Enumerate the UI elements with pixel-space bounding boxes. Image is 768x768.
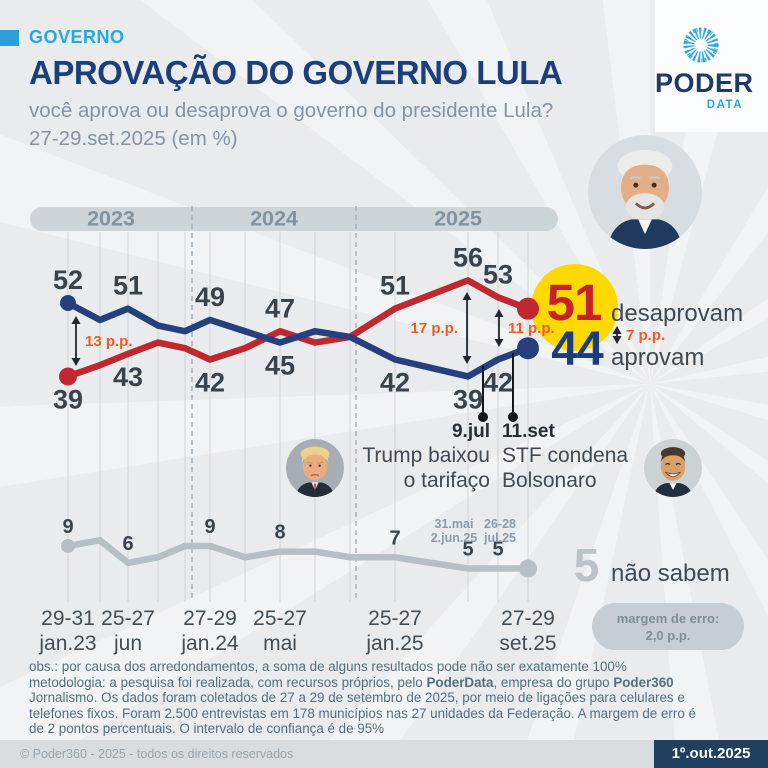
survey-date-range: 27-29.set.2025 (em %)	[29, 127, 238, 150]
highlight-circle	[531, 264, 618, 351]
disapprove-current-value: 51	[546, 274, 603, 331]
page-title: APROVAÇÃO DO GOVERNO LULA	[29, 54, 563, 91]
note-line: metodologia: a pesquisa foi realizada, c…	[29, 674, 674, 690]
event-stf-line1: STF condena	[502, 444, 629, 467]
brand-sub-label: DATA	[706, 99, 743, 111]
event-trump-date: 9.jul	[451, 421, 490, 442]
lula-photo	[588, 135, 702, 249]
methodology-notes: obs.: por causa dos arredondamentos, a s…	[29, 659, 745, 737]
survey-question: você aprova ou desaprova o governo do pr…	[29, 99, 554, 122]
approve-current-value: 44	[551, 323, 603, 376]
disapprove-label: desaprovam	[611, 300, 744, 327]
brand-name: PODER	[655, 68, 754, 98]
poder-starburst-icon	[678, 22, 724, 73]
event-stf-bolsonaro: 11.set STF condena Bolsonaro	[502, 421, 678, 493]
unknown-label: não sabem	[611, 560, 730, 587]
note-line: Jornalismo. Os dados foram coletados de …	[29, 690, 685, 706]
event-trump-tariff: 9.jul Trump baixou o tarifaço	[326, 421, 490, 493]
bolsonaro-photo	[644, 439, 702, 497]
margin-of-error-pill: margem de erro: 2,0 p.p.	[592, 603, 744, 650]
approve-label: aprovam	[611, 344, 705, 371]
event-stf-date: 11.set	[502, 421, 555, 442]
note-line: de 2 pontos percentuais. O intervalo de …	[29, 721, 385, 737]
event-stf-line2: Bolsonaro	[502, 469, 597, 492]
footer-bar: © Poder360 - 2025 - todos os direitos re…	[0, 740, 768, 768]
publish-date-badge: 1º.out.2025	[654, 740, 768, 768]
event-trump-line1: Trump baixou	[362, 444, 490, 467]
margin-of-error-line1: margem de erro:	[616, 611, 720, 626]
margin-of-error-line2: 2,0 p.p.	[645, 628, 691, 643]
copyright-text: © Poder360 - 2025 - todos os direitos re…	[20, 747, 294, 761]
section-kicker: GOVERNO	[29, 27, 125, 47]
event-trump-line2: o tarifaço	[403, 469, 490, 492]
brand-panel	[655, 0, 768, 132]
note-line: obs.: por causa dos arredondamentos, a s…	[29, 659, 627, 674]
kicker-accent-square	[0, 30, 19, 46]
unknown-current-value: 5	[573, 539, 600, 591]
note-line: telefones fixos. Foram 2.500 entrevistas…	[29, 705, 696, 721]
